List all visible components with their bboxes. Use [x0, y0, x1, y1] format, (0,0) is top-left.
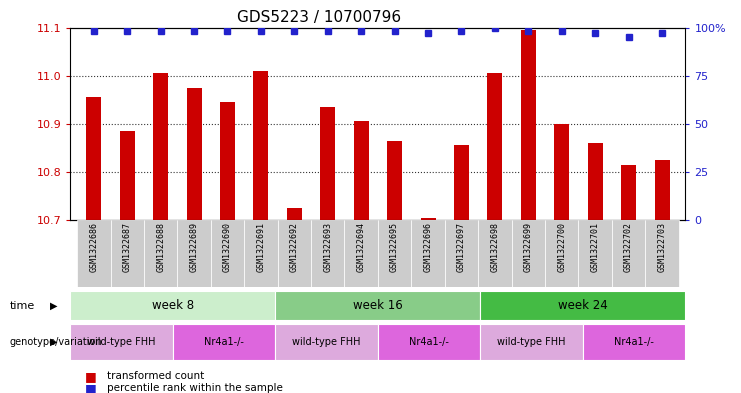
- Text: GSM1322690: GSM1322690: [223, 222, 232, 272]
- Bar: [480, 291, 685, 320]
- Bar: [70, 324, 173, 360]
- Bar: [387, 141, 402, 220]
- Bar: [454, 145, 469, 220]
- Bar: [120, 131, 135, 220]
- Text: GSM1322692: GSM1322692: [290, 222, 299, 272]
- Text: ■: ■: [85, 382, 97, 393]
- Bar: [545, 220, 579, 287]
- Bar: [287, 208, 302, 220]
- Bar: [645, 220, 679, 287]
- Bar: [77, 220, 110, 287]
- Text: GSM1322693: GSM1322693: [323, 222, 332, 272]
- Text: time: time: [10, 301, 35, 310]
- Text: genotype/variation: genotype/variation: [10, 337, 102, 347]
- Text: GSM1322702: GSM1322702: [624, 222, 633, 272]
- Text: GSM1322686: GSM1322686: [90, 222, 99, 272]
- Bar: [276, 324, 378, 360]
- Bar: [654, 160, 670, 220]
- Text: GSM1322703: GSM1322703: [657, 222, 666, 272]
- Bar: [144, 220, 177, 287]
- Text: Nr4a1-/-: Nr4a1-/-: [205, 337, 244, 347]
- Text: GDS5223 / 10700796: GDS5223 / 10700796: [236, 10, 401, 25]
- Bar: [621, 165, 636, 220]
- Text: Nr4a1-/-: Nr4a1-/-: [614, 337, 654, 347]
- Text: GSM1322689: GSM1322689: [190, 222, 199, 272]
- Text: GSM1322699: GSM1322699: [524, 222, 533, 272]
- Bar: [253, 71, 268, 220]
- Bar: [70, 291, 276, 320]
- Text: GSM1322694: GSM1322694: [356, 222, 366, 272]
- Text: GSM1322688: GSM1322688: [156, 222, 165, 272]
- Text: ▶: ▶: [50, 337, 57, 347]
- Bar: [153, 73, 168, 220]
- Bar: [445, 220, 478, 287]
- Text: Nr4a1-/-: Nr4a1-/-: [409, 337, 449, 347]
- Bar: [187, 88, 202, 220]
- Text: GSM1322697: GSM1322697: [457, 222, 466, 272]
- Bar: [583, 324, 685, 360]
- Text: GSM1322701: GSM1322701: [591, 222, 599, 272]
- Bar: [177, 220, 210, 287]
- Bar: [276, 291, 480, 320]
- Bar: [511, 220, 545, 287]
- Bar: [579, 220, 612, 287]
- Text: ▶: ▶: [50, 301, 57, 310]
- Text: GSM1322698: GSM1322698: [491, 222, 499, 272]
- Bar: [480, 324, 583, 360]
- Text: GSM1322696: GSM1322696: [424, 222, 433, 272]
- Bar: [86, 97, 102, 220]
- Bar: [478, 220, 511, 287]
- Bar: [245, 220, 278, 287]
- Bar: [378, 220, 411, 287]
- Bar: [210, 220, 245, 287]
- Bar: [612, 220, 645, 287]
- Text: ■: ■: [85, 370, 97, 383]
- Bar: [320, 107, 335, 220]
- Bar: [110, 220, 144, 287]
- Text: GSM1322700: GSM1322700: [557, 222, 566, 272]
- Bar: [421, 218, 436, 220]
- Bar: [554, 124, 569, 220]
- Bar: [521, 30, 536, 220]
- Bar: [173, 324, 276, 360]
- Bar: [588, 143, 602, 220]
- Bar: [220, 102, 235, 220]
- Text: GSM1322687: GSM1322687: [123, 222, 132, 272]
- Bar: [345, 220, 378, 287]
- Bar: [311, 220, 345, 287]
- Text: week 16: week 16: [353, 299, 403, 312]
- Text: wild-type FHH: wild-type FHH: [87, 337, 156, 347]
- Text: wild-type FHH: wild-type FHH: [293, 337, 361, 347]
- Bar: [353, 121, 369, 220]
- Bar: [278, 220, 311, 287]
- Bar: [411, 220, 445, 287]
- Text: week 24: week 24: [558, 299, 608, 312]
- Text: GSM1322695: GSM1322695: [390, 222, 399, 272]
- Text: week 8: week 8: [152, 299, 194, 312]
- Text: wild-type FHH: wild-type FHH: [497, 337, 566, 347]
- Text: percentile rank within the sample: percentile rank within the sample: [107, 383, 283, 393]
- Text: GSM1322691: GSM1322691: [256, 222, 265, 272]
- Bar: [378, 324, 480, 360]
- Text: transformed count: transformed count: [107, 371, 205, 382]
- Bar: [488, 73, 502, 220]
